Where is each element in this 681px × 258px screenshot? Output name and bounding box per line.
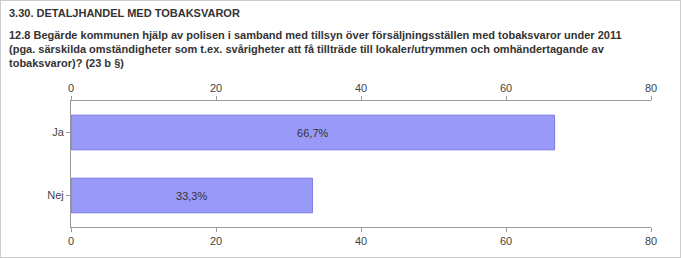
svg-text:40: 40 [355,82,367,94]
svg-text:60: 60 [500,235,512,247]
svg-text:0: 0 [68,235,74,247]
svg-text:0: 0 [68,82,74,94]
svg-text:66,7%: 66,7% [297,127,328,139]
svg-text:20: 20 [210,82,222,94]
svg-text:80: 80 [645,82,657,94]
html-text:3.30. DETALJHANDEL MED TOBAKSV: 3.30. DETALJHANDEL MED TOBAKSVAROR [9,7,240,19]
svg-text:Nej: Nej [47,189,64,201]
svg-text:80: 80 [645,235,657,247]
svg-text:Ja: Ja [52,126,65,138]
svg-text:20: 20 [210,235,222,247]
svg-text:60: 60 [500,82,512,94]
html-text:12.8 Begärde kommunen hjälp av: 12.8 Begärde kommunen hjälp av polisen i… [9,29,622,69]
svg-text:40: 40 [355,235,367,247]
svg-text:33,3%: 33,3% [176,190,207,202]
